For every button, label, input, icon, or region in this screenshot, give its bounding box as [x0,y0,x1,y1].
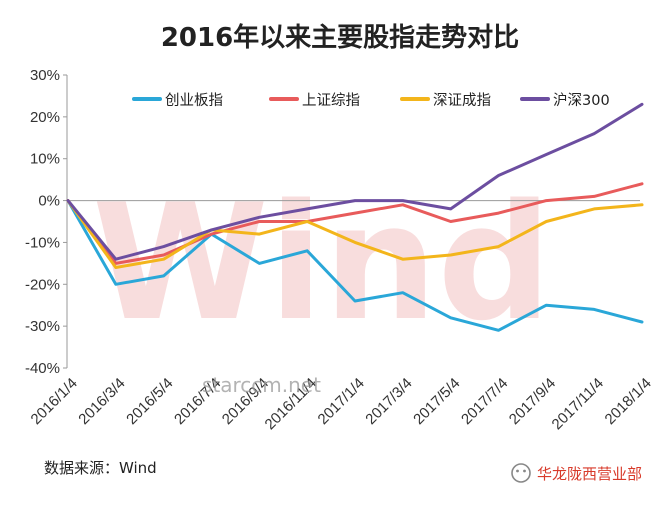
legend-label: 沪深300 [553,92,610,109]
x-tick-label: 2017/7/4 [458,375,511,428]
y-tick-label: -40% [25,360,60,377]
wechat-icon [511,463,531,483]
x-tick-label: 2017/5/4 [410,375,463,428]
legend: 创业板指 上证综指 深证成指 沪深300 [132,91,610,109]
x-tick-label: 2016/1/4 [28,375,81,428]
y-tick-label: -10% [25,234,60,251]
brand-name: 华龙陇西营业部 [537,465,642,483]
x-tick-label: 2016/3/4 [75,375,128,428]
y-tick-label: 10% [30,151,60,168]
y-tick-label: 20% [30,109,60,126]
series-line-1 [66,199,644,332]
y-tick-label: -20% [25,276,60,293]
x-tick-label: 2017/11/4 [549,375,607,433]
x-tick-label: 2016/5/4 [123,375,176,428]
legend-label: 创业板指 [165,91,223,109]
x-tick-label: 2017/3/4 [362,375,415,428]
wind-watermark-text: Wind [92,169,552,356]
x-tick-label: 2017/1/4 [315,375,368,428]
series-line-4 [66,102,644,261]
data-source: 数据来源：Wind [44,459,157,477]
wind-watermark-logo: Wind [92,169,552,356]
y-tick-label: 30% [30,67,60,84]
x-tick-label: 2018/1/4 [602,375,655,428]
site-watermark: starccm.net [202,373,321,397]
series-lines [66,102,644,332]
series-line-2 [66,182,644,265]
legend-label: 深证成指 [433,92,491,109]
y-tick-label: 0% [38,193,60,210]
series-line-3 [66,199,644,269]
legend-label: 上证综指 [302,92,360,109]
chart-title: 2016年以来主要股指走势对比 [161,22,519,53]
y-tick-label: -30% [25,318,60,335]
